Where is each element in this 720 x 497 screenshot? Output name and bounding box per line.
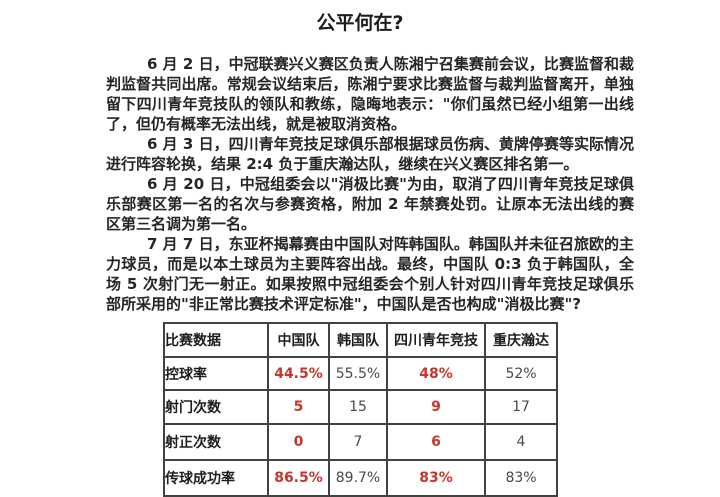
row-label: 控球率 — [163, 356, 269, 391]
header-team-sichuan: 四川青年竞技 — [386, 322, 486, 358]
cell-value: 83% — [484, 459, 558, 497]
row-label: 射门次数 — [163, 389, 269, 425]
cell-value: 86.5% — [267, 459, 330, 497]
cell-value: 48% — [386, 356, 486, 391]
cell-value: 6 — [386, 423, 486, 461]
table-row-possession: 控球率 44.5% 55.5% 48% 52% — [163, 356, 558, 391]
stats-table-header-row: 比赛数据 中国队 韩国队 四川青年竞技 重庆瀚达 — [163, 322, 558, 358]
cell-value: 7 — [328, 423, 388, 461]
cell-value: 52% — [484, 356, 558, 391]
cell-value: 5 — [267, 389, 330, 425]
row-label: 传球成功率 — [163, 459, 269, 497]
header-metric: 比赛数据 — [163, 322, 269, 358]
table-row-pass-accuracy: 传球成功率 86.5% 89.7% 83% 83% — [163, 459, 558, 497]
paragraph-2: 6 月 3 日，四川青年竞技足球俱乐部根据球员伤病、黄牌停赛等实际情况进行阵容轮… — [106, 135, 634, 173]
statement-document: { "page": { "title": "公平何在?" }, "article… — [106, 12, 634, 497]
header-team-china: 中国队 — [267, 322, 330, 358]
article-body: 6 月 2 日，中冠联赛兴义赛区负责人陈湘宁召集赛前会议，比赛监督和裁判监督共同… — [106, 54, 634, 314]
cell-value: 17 — [484, 389, 558, 425]
cell-value: 44.5% — [267, 356, 330, 391]
cell-value: 89.7% — [328, 459, 388, 497]
paragraph-3: 6 月 20 日，中冠组委会以"消极比赛"为由，取消了四川青年竞技足球俱乐部赛区… — [106, 175, 634, 233]
page-title: 公平何在? — [316, 12, 404, 34]
cell-value: 0 — [267, 423, 330, 461]
cell-value: 15 — [328, 389, 388, 425]
paragraph-1: 6 月 2 日，中冠联赛兴义赛区负责人陈湘宁召集赛前会议，比赛监督和裁判监督共同… — [106, 55, 634, 133]
cell-value: 4 — [484, 423, 558, 461]
cell-value: 83% — [386, 459, 486, 497]
cell-value: 55.5% — [328, 356, 388, 391]
cell-value: 9 — [386, 389, 486, 425]
header-team-chongqing: 重庆瀚达 — [484, 322, 558, 358]
row-label: 射正次数 — [163, 423, 269, 461]
table-row-shots: 射门次数 5 15 9 17 — [163, 389, 558, 425]
stats-table: 比赛数据 中国队 韩国队 四川青年竞技 重庆瀚达 控球率 44.5% 55.5%… — [163, 322, 558, 497]
header-team-korea: 韩国队 — [328, 322, 388, 358]
paragraph-4: 7 月 7 日，东亚杯揭幕赛由中国队对阵韩国队。韩国队并未征召旅欧的主力球员，而… — [106, 235, 634, 313]
table-row-shots-on-target: 射正次数 0 7 6 4 — [163, 423, 558, 461]
